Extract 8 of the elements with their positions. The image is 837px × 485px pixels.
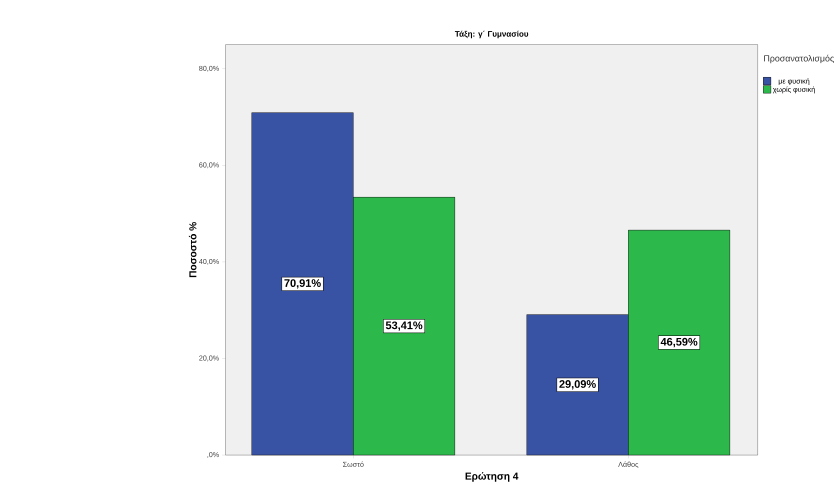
data-label: 46,59%	[660, 338, 698, 348]
legend-title: Προσανατολισμός	[764, 54, 834, 64]
data-label: 70,91%	[284, 279, 321, 289]
data-label: 53,41%	[386, 322, 422, 332]
x-axis-title: Ερώτηση 4	[466, 472, 518, 482]
y-axis-title: Ποσοστό %	[188, 222, 196, 278]
data-label: 29,09%	[559, 380, 596, 390]
chart-title: Τάξη: γ΄ Γυμνασίου	[454, 30, 528, 39]
